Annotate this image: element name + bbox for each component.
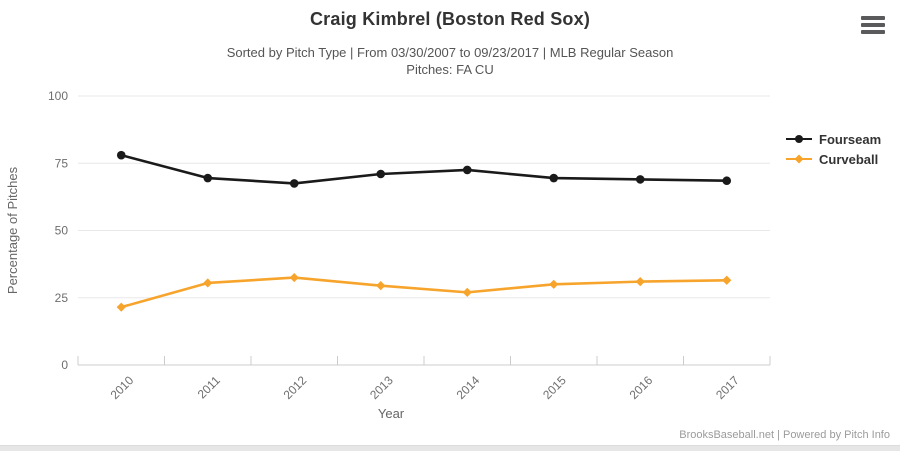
point-curveball-2015[interactable] xyxy=(549,279,559,289)
menu-button[interactable] xyxy=(859,13,887,37)
fourseam-legend-marker xyxy=(786,135,812,143)
point-fourseam-2011[interactable] xyxy=(203,173,213,183)
series-line-fourseam xyxy=(119,153,729,185)
y-tick-label-100: 100 xyxy=(48,89,68,103)
point-fourseam-2016[interactable] xyxy=(635,175,645,184)
x-axis-title: Year xyxy=(378,406,405,421)
point-curveball-2012[interactable] xyxy=(289,272,299,283)
point-curveball-2013[interactable] xyxy=(376,281,386,291)
y-tick-label-75: 75 xyxy=(55,156,69,170)
y-axis-title: Percentage of Pitches xyxy=(5,166,20,294)
legend-label-curveball: Curveball xyxy=(819,151,879,167)
point-fourseam-2010[interactable] xyxy=(116,150,126,160)
legend-label-fourseam: Fourseam xyxy=(819,131,882,147)
point-fourseam-2012[interactable] xyxy=(289,179,299,188)
point-fourseam-2017[interactable] xyxy=(722,176,732,186)
x-tick-label-2015: 2015 xyxy=(540,373,569,402)
point-curveball-2014[interactable] xyxy=(462,287,472,297)
bottom-strip xyxy=(0,445,900,451)
point-curveball-2011[interactable] xyxy=(203,278,213,288)
x-tick-label-2017: 2017 xyxy=(713,373,742,402)
chart-title: Craig Kimbrel (Boston Red Sox) xyxy=(309,9,591,29)
point-curveball-2010[interactable] xyxy=(116,302,126,312)
point-curveball-2017[interactable] xyxy=(722,275,732,285)
y-tick-label-25: 25 xyxy=(55,291,69,305)
x-tick-label-2012: 2012 xyxy=(281,373,310,402)
x-tick-label-2011: 2011 xyxy=(195,373,223,401)
x-tick-label-2016: 2016 xyxy=(627,373,656,402)
x-tick-label-2010: 2010 xyxy=(108,373,137,402)
y-tick-label-0: 0 xyxy=(61,358,68,372)
curveball-legend-marker xyxy=(786,154,812,164)
x-tick-label-2013: 2013 xyxy=(367,373,396,402)
footer-credit-link[interactable]: BrooksBaseball.net | Powered by Pitch In… xyxy=(679,429,890,441)
legend-item-fourseam[interactable]: Fourseam xyxy=(785,129,881,149)
plot-area: 0 25 50 75 100 2010 2011 2012 2013 2014 2015 2016 20… xyxy=(0,85,790,435)
legend: Fourseam Curveball xyxy=(785,129,881,169)
chart-subtitle-line2: Pitches: FA CU xyxy=(406,62,494,77)
point-curveball-2016[interactable] xyxy=(635,277,645,287)
point-fourseam-2015[interactable] xyxy=(549,173,559,183)
chart-subtitle-line1: Sorted by Pitch Type | From 03/30/2007 t… xyxy=(226,45,674,60)
line-chart: 0 25 50 75 100 2010 2011 2012 2013 2014 2015 2016 20… xyxy=(5,89,771,421)
legend-item-curveball[interactable]: Curveball xyxy=(785,149,881,169)
y-tick-label-50: 50 xyxy=(55,224,69,238)
point-fourseam-2014[interactable] xyxy=(462,165,472,175)
series-line-curveball xyxy=(119,276,729,309)
point-fourseam-2013[interactable] xyxy=(376,169,386,179)
x-tick-label-2014: 2014 xyxy=(454,373,483,402)
